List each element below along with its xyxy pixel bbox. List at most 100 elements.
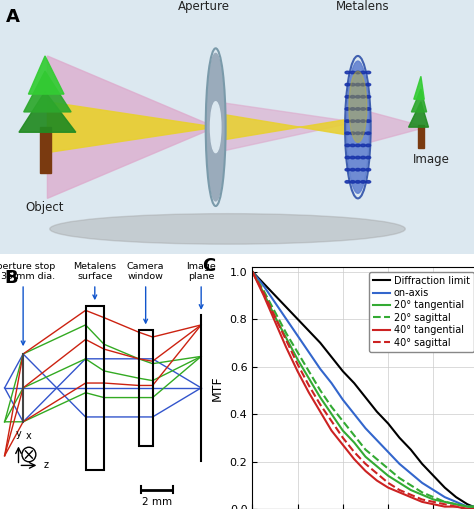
Text: 2 mm: 2 mm bbox=[142, 497, 172, 507]
Circle shape bbox=[345, 83, 350, 86]
20° sagittal bbox=[385, 466, 391, 472]
40° sagittal bbox=[397, 487, 402, 493]
40° tangential bbox=[351, 456, 357, 462]
Text: Aperture stop
1.35 mm dia.: Aperture stop 1.35 mm dia. bbox=[0, 262, 56, 345]
Diffraction limit bbox=[340, 368, 346, 374]
on-axis bbox=[318, 366, 323, 372]
40° tangential bbox=[374, 477, 380, 484]
Text: Object: Object bbox=[26, 201, 64, 214]
Circle shape bbox=[345, 181, 350, 183]
20° tangential bbox=[306, 375, 312, 381]
40° sagittal bbox=[408, 492, 414, 498]
20° tangential bbox=[385, 473, 391, 479]
Y-axis label: MTF: MTF bbox=[211, 375, 224, 401]
Text: Metalens: Metalens bbox=[336, 0, 390, 13]
20° tangential bbox=[318, 394, 323, 401]
Circle shape bbox=[345, 144, 350, 147]
40° sagittal bbox=[261, 290, 266, 296]
20° tangential bbox=[408, 487, 414, 493]
40° tangential bbox=[249, 268, 255, 274]
Circle shape bbox=[350, 108, 355, 110]
Circle shape bbox=[345, 120, 350, 122]
Text: Image
plane: Image plane bbox=[186, 262, 216, 308]
Diffraction limit bbox=[351, 380, 357, 386]
40° tangential bbox=[442, 503, 447, 509]
40° tangential bbox=[283, 345, 289, 351]
40° sagittal bbox=[283, 337, 289, 344]
Line: 40° sagittal: 40° sagittal bbox=[252, 271, 474, 509]
Circle shape bbox=[366, 144, 371, 147]
on-axis bbox=[295, 332, 301, 338]
Circle shape bbox=[366, 120, 371, 122]
Text: B: B bbox=[5, 269, 18, 287]
Circle shape bbox=[361, 96, 365, 98]
Circle shape bbox=[350, 96, 355, 98]
Polygon shape bbox=[411, 89, 427, 112]
Polygon shape bbox=[216, 113, 346, 141]
Polygon shape bbox=[216, 102, 356, 153]
Text: A: A bbox=[6, 8, 19, 25]
40° sagittal bbox=[419, 496, 425, 502]
20° sagittal bbox=[340, 418, 346, 424]
Diffraction limit bbox=[318, 340, 323, 346]
on-axis bbox=[363, 425, 368, 431]
Diffraction limit bbox=[295, 316, 301, 322]
on-axis bbox=[430, 487, 436, 493]
Circle shape bbox=[345, 71, 350, 74]
Polygon shape bbox=[24, 71, 71, 112]
Text: Aperture: Aperture bbox=[178, 0, 230, 13]
40° tangential bbox=[363, 468, 368, 474]
Bar bbox=[40, 127, 51, 173]
Circle shape bbox=[366, 156, 371, 159]
Circle shape bbox=[366, 71, 371, 74]
40° tangential bbox=[419, 499, 425, 505]
Bar bbox=[418, 125, 424, 148]
Diffraction limit bbox=[374, 409, 380, 415]
Circle shape bbox=[356, 132, 360, 134]
on-axis bbox=[249, 268, 255, 274]
20° tangential bbox=[249, 268, 255, 274]
20° sagittal bbox=[249, 268, 255, 274]
on-axis bbox=[261, 282, 266, 289]
Bar bbox=[139, 330, 153, 446]
Text: Image: Image bbox=[413, 153, 450, 166]
40° sagittal bbox=[465, 506, 470, 509]
20° tangential bbox=[465, 503, 470, 509]
on-axis bbox=[442, 494, 447, 500]
20° tangential bbox=[374, 463, 380, 469]
40° tangential bbox=[306, 389, 312, 395]
40° sagittal bbox=[363, 461, 368, 467]
20° sagittal bbox=[363, 446, 368, 453]
40° tangential bbox=[295, 368, 301, 374]
Circle shape bbox=[361, 144, 365, 147]
20° tangential bbox=[328, 411, 334, 417]
Diffraction limit bbox=[249, 268, 255, 274]
Circle shape bbox=[356, 108, 360, 110]
Line: Diffraction limit: Diffraction limit bbox=[252, 271, 474, 509]
Circle shape bbox=[350, 168, 355, 171]
Circle shape bbox=[345, 96, 350, 98]
Circle shape bbox=[361, 83, 365, 86]
20° tangential bbox=[340, 428, 346, 434]
Circle shape bbox=[356, 71, 360, 74]
Circle shape bbox=[350, 156, 355, 159]
on-axis bbox=[283, 316, 289, 322]
Circle shape bbox=[361, 132, 365, 134]
20° tangential bbox=[295, 356, 301, 362]
40° tangential bbox=[328, 428, 334, 434]
40° sagittal bbox=[295, 361, 301, 367]
20° sagittal bbox=[408, 482, 414, 488]
Line: on-axis: on-axis bbox=[252, 271, 474, 506]
40° tangential bbox=[465, 506, 470, 509]
Circle shape bbox=[345, 108, 350, 110]
20° sagittal bbox=[430, 494, 436, 500]
20° sagittal bbox=[419, 489, 425, 495]
20° tangential bbox=[272, 314, 278, 320]
Text: x: x bbox=[26, 431, 32, 441]
40° sagittal bbox=[306, 382, 312, 388]
Circle shape bbox=[345, 156, 350, 159]
40° sagittal bbox=[272, 314, 278, 320]
40° tangential bbox=[261, 292, 266, 298]
20° tangential bbox=[430, 496, 436, 502]
Diffraction limit bbox=[272, 292, 278, 298]
